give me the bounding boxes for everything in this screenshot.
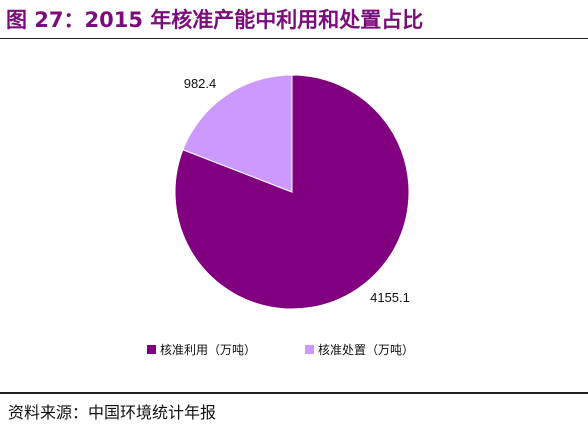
legend-swatch-1: [147, 345, 156, 354]
data-label-2: 982.4: [184, 76, 217, 91]
legend-label-1: 核准利用（万吨）: [160, 343, 256, 357]
pie-slice-2: [182, 74, 293, 193]
top-divider: [0, 38, 588, 39]
source-note: 资料来源：中国环境统计年报: [8, 403, 217, 422]
legend-label-2: 核准处置（万吨）: [318, 343, 414, 357]
figure-title: 图 27：2015 年核准产能中利用和处置占比: [6, 8, 424, 32]
bottom-divider: [0, 392, 588, 394]
legend-swatch-2: [305, 345, 314, 354]
data-label-1: 4155.1: [370, 290, 410, 305]
